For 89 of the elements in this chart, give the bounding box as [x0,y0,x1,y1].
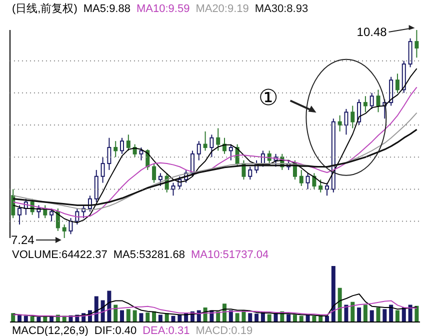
bar [292,314,297,322]
bar [376,308,380,322]
bar [36,317,41,322]
bar [370,310,374,322]
candlestick [100,156,105,184]
bar [306,314,310,322]
text: DIF:0.40 [94,325,137,336]
candlestick [18,204,22,226]
candlestick [68,218,73,235]
candlestick [299,169,304,186]
text: MA5:9.88 [83,3,130,15]
bar [357,308,362,322]
bar [158,314,162,322]
bar [178,314,182,322]
candlestick [216,128,220,152]
bar [30,316,34,322]
text: VOLUME:64422.37 [12,249,108,261]
annotation: ① [258,86,278,112]
bar [24,316,28,322]
candlestick [152,163,156,184]
bar [299,316,304,322]
bar [344,304,348,322]
bar [408,304,412,322]
text: MA10:9.59 [136,3,190,15]
bar [11,313,16,322]
text: MA30:8.93 [254,3,308,15]
annotation: 10.48 [356,25,388,39]
candlestick [350,105,355,129]
candlestick [325,182,330,196]
candlestick [248,166,252,180]
bar [107,290,112,322]
candlestick [389,76,394,106]
bar [248,313,252,322]
bar [395,310,400,322]
candlestick [107,137,112,170]
bar [126,309,130,322]
text: MA5:53281.68 [113,249,185,261]
candlestick [171,182,176,196]
candlestick [338,114,342,132]
bar [235,313,240,322]
bar [18,314,22,322]
bar [363,304,368,322]
candlestick [363,96,368,113]
candlestick [312,172,316,190]
bar [389,304,394,322]
bar [382,309,387,322]
candlestick [228,144,233,161]
candlestick [120,137,124,154]
bar [286,314,291,322]
candlestick [376,89,380,113]
candlestick [190,150,194,177]
bar [312,316,316,322]
annotation: 7.24 [11,233,35,247]
bar [120,310,124,322]
candlestick [94,169,98,203]
candlestick [50,208,54,222]
candlestick [75,208,80,226]
candlestick [318,179,323,193]
text: MA20:9.19 [196,3,249,15]
bar [338,288,342,322]
candlestick [306,172,310,190]
bar [171,316,176,322]
bar [350,302,355,322]
chart-title: (日线,前复权) [12,3,78,15]
bar [331,266,336,322]
bar [114,304,118,322]
candlestick [196,140,201,161]
candlestick [395,73,400,94]
candlestick [203,130,208,152]
text: MA10:51737.04 [190,249,269,261]
text: MACD(12,26,9) [12,325,88,336]
candlestick [370,92,374,110]
bar [267,314,272,322]
candlestick [414,30,419,58]
bar [132,310,137,322]
text: DEA:0.31 [142,325,190,336]
candlestick [344,108,348,136]
bar [94,296,98,322]
candlestick [408,38,412,68]
text: MACD:0.19 [196,325,253,336]
candlestick [158,172,162,186]
candlestick [126,134,130,152]
bar [254,314,259,322]
candlestick [114,140,118,158]
candlestick [139,146,144,161]
candlestick [62,224,66,238]
candlestick [210,134,214,158]
bar [146,312,150,322]
bar [139,313,144,322]
